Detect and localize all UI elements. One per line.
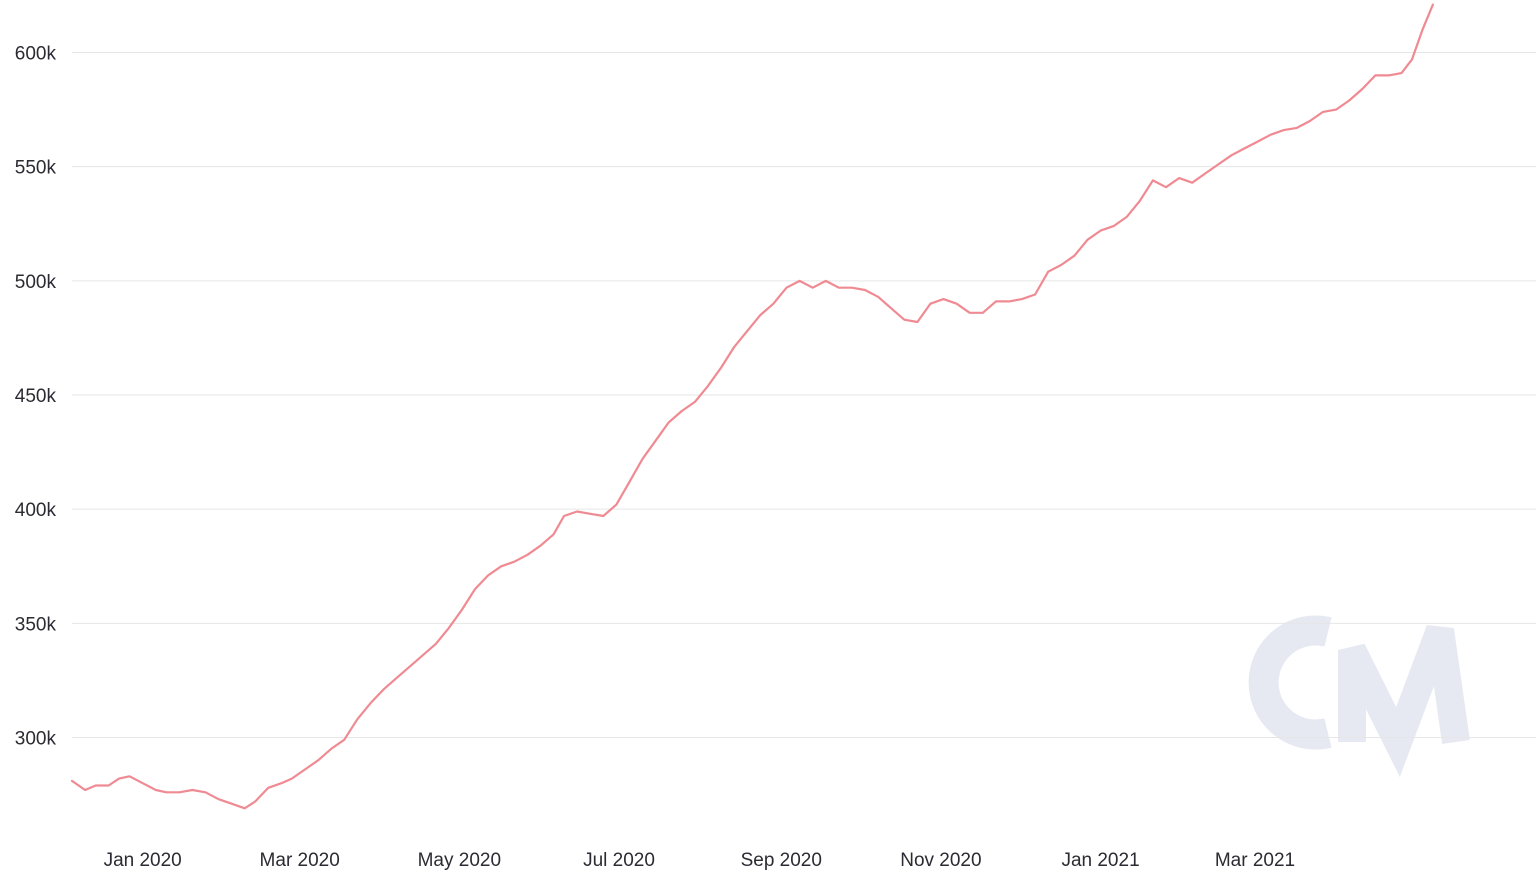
x-tick-label: May 2020 xyxy=(418,850,501,871)
y-tick-label: 600k xyxy=(15,44,57,65)
x-tick-label: Jul 2020 xyxy=(583,850,655,871)
y-tick-label: 550k xyxy=(15,158,57,179)
y-axis: 300k 350k 400k 450k 500k 550k 600k xyxy=(15,44,57,750)
y-tick-label: 400k xyxy=(15,500,57,521)
x-axis: Jan 2020 Mar 2020 May 2020 Jul 2020 Sep 2020… xyxy=(104,850,1296,871)
y-grid-lines xyxy=(72,52,1536,739)
watermark-m-shape xyxy=(1338,625,1470,777)
series-layer xyxy=(70,3,1434,810)
x-tick-label: Nov 2020 xyxy=(900,850,981,871)
x-tick-label: Jan 2021 xyxy=(1061,850,1139,871)
x-tick-label: Mar 2020 xyxy=(260,850,340,871)
x-tick-label: Sep 2020 xyxy=(741,850,822,871)
x-tick-label: Mar 2021 xyxy=(1215,850,1295,871)
watermark-c-shape xyxy=(1248,615,1332,750)
y-tick-label: 500k xyxy=(15,272,57,293)
cm-logo-watermark xyxy=(1248,615,1470,777)
series-line-0 xyxy=(70,3,1434,810)
y-tick-label: 350k xyxy=(15,614,57,635)
x-tick-label: Jan 2020 xyxy=(104,850,182,871)
y-tick-label: 300k xyxy=(15,729,57,750)
y-tick-label: 450k xyxy=(15,386,57,407)
